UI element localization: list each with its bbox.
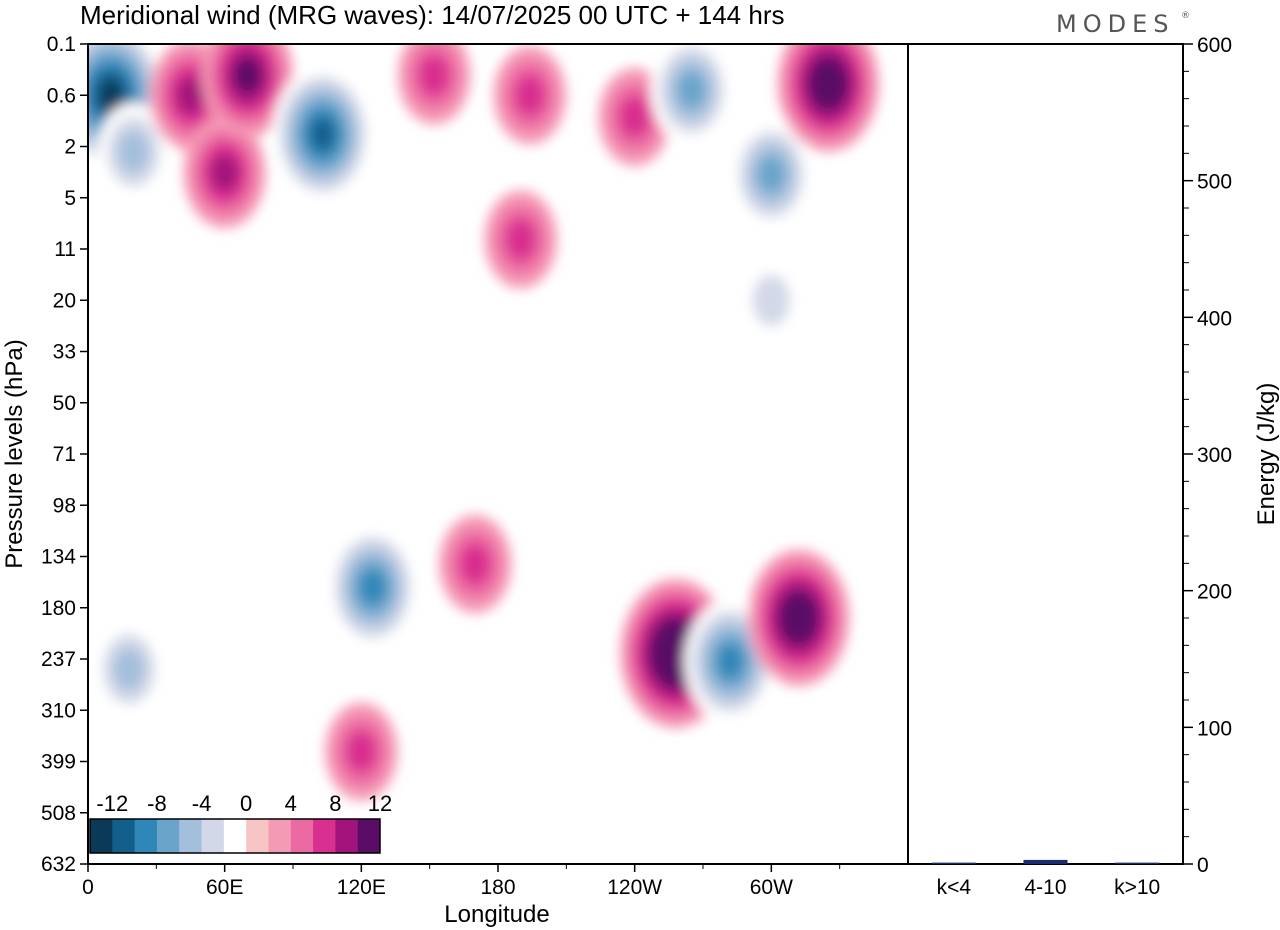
colorbar-label: -12 xyxy=(96,791,128,816)
heatmap-contour-blob xyxy=(176,76,205,114)
colorbar-label: 4 xyxy=(285,791,297,816)
brand-logo: MODES xyxy=(1056,10,1174,38)
x-tick-label: 120W xyxy=(607,876,662,899)
x-tick-label: 0 xyxy=(82,876,94,899)
energy-bars: k<4 4-10 k>10 xyxy=(931,859,1160,899)
y-tick-label: 50 xyxy=(53,392,76,415)
heatmap-contour-blob xyxy=(99,80,122,111)
colorbar-swatch xyxy=(335,819,359,853)
colorbar-swatch xyxy=(313,819,336,853)
x-tick-label: 60E xyxy=(206,876,243,899)
y-tick-label: 310 xyxy=(41,699,76,722)
energy-category-label: k>10 xyxy=(1114,876,1160,899)
heatmap-plot xyxy=(87,43,909,865)
colorbar-swatch xyxy=(156,819,180,853)
colorbar-label: 12 xyxy=(368,791,392,816)
colorbar-swatch xyxy=(223,819,247,853)
heatmap-contour-blob xyxy=(786,602,811,634)
heatmap-contour-blob xyxy=(505,218,537,261)
colorbar-swatch xyxy=(179,819,203,853)
heatmap-contour-blob xyxy=(234,58,260,93)
y-tick-label: 632 xyxy=(41,853,76,876)
heatmap-contour-blob xyxy=(757,155,786,194)
colorbar-label: 0 xyxy=(240,791,252,816)
y-tick-label: 0.6 xyxy=(47,84,76,107)
x-tick-label: 180 xyxy=(480,876,515,899)
colorbar-swatch xyxy=(201,819,225,853)
y-tick-label: 508 xyxy=(41,802,76,825)
heatmap-contour-blob xyxy=(113,648,145,691)
y-tick-label: 11 xyxy=(54,238,76,261)
energy-bar xyxy=(931,862,976,864)
heatmap-contour-blob xyxy=(459,543,491,586)
heatmap-contour-blob xyxy=(117,130,150,173)
brand-mark: ® xyxy=(1181,11,1190,21)
y-tick-label: 399 xyxy=(41,751,76,774)
colorbar-swatch xyxy=(90,819,113,853)
chart-title: Meridional wind (MRG waves): 14/07/2025 … xyxy=(80,0,785,30)
x-axis-label: Longitude xyxy=(444,901,549,928)
colorbar-swatch xyxy=(290,819,314,853)
energy-tick-label: 300 xyxy=(1197,444,1232,467)
heatmap-contour-blob xyxy=(752,274,791,326)
colorbar-frame xyxy=(89,818,381,854)
heatmap-contour-blob xyxy=(360,570,386,605)
y-tick-label: 98 xyxy=(53,494,76,517)
y-tick-label: 134 xyxy=(41,546,76,569)
heatmap-contour-blob xyxy=(677,71,706,109)
energy-category-label: k<4 xyxy=(937,876,972,899)
energy-bar xyxy=(1023,859,1068,864)
heatmap-contour-blob xyxy=(310,118,335,151)
heatmap-blob-group xyxy=(88,44,880,801)
energy-tick-label: 200 xyxy=(1197,581,1232,604)
y-axis-label: Pressure levels (hPa) xyxy=(1,339,28,568)
heatmap-contour-blob xyxy=(514,74,546,117)
energy-tick-label: 600 xyxy=(1197,34,1232,57)
colorbar-label: -8 xyxy=(147,791,167,816)
heatmap-contour-blob xyxy=(816,67,841,100)
energy-axis: 0 100 200 300 400 500 600 xyxy=(1183,34,1232,877)
y-tick-label: 20 xyxy=(53,289,76,312)
energy-tick-label: 0 xyxy=(1197,854,1209,877)
colorbar-swatch xyxy=(134,819,158,853)
heatmap-contour-blob xyxy=(717,644,743,679)
energy-tick-label: 100 xyxy=(1197,717,1232,740)
energy-category-label: 4-10 xyxy=(1024,876,1066,899)
colorbar-label: -4 xyxy=(192,791,212,816)
x-tick-label: 120E xyxy=(337,876,386,899)
energy-tick-label: 400 xyxy=(1197,307,1232,330)
colorbar-swatch xyxy=(357,819,381,853)
y-tick-label: 237 xyxy=(41,648,76,671)
y-tick-label: 33 xyxy=(53,341,76,364)
heatmap-contour-blob xyxy=(418,54,450,97)
heatmap-contour-blob xyxy=(345,730,377,773)
heatmap-contour-blob xyxy=(619,95,651,139)
colorbar-swatch xyxy=(112,819,136,853)
y-tick-label: 71 xyxy=(53,443,76,466)
y-axis: 0.1 0.6 2 5 11 20 33 50 71 98 134 180 237 310 399 508 63… xyxy=(41,33,88,876)
energy-panel: k<4 4-10 k>10 xyxy=(907,43,1184,899)
heatmap-contour-blob xyxy=(664,638,687,669)
x-tick-label: 60W xyxy=(750,876,793,899)
x-axis: 0 60E 120E 180 120W 60W xyxy=(82,864,841,899)
colorbar-label: 8 xyxy=(329,791,341,816)
colorbar-swatch xyxy=(246,819,269,853)
energy-bar xyxy=(1115,862,1160,864)
colorbar: -12 -8 -4 0 4 8 12 xyxy=(89,791,392,854)
heatmap-contour-blob xyxy=(210,154,239,192)
energy-axis-label: Energy (J/kg) xyxy=(1253,383,1280,526)
energy-tick-label: 500 xyxy=(1197,171,1232,194)
y-tick-label: 0.1 xyxy=(47,33,76,56)
y-tick-label: 180 xyxy=(41,597,76,620)
y-tick-label: 5 xyxy=(64,187,76,210)
heatmap-fields xyxy=(88,44,880,801)
y-tick-label: 2 xyxy=(64,136,76,159)
energy-frame xyxy=(907,43,1184,865)
colorbar-swatch xyxy=(268,819,292,853)
